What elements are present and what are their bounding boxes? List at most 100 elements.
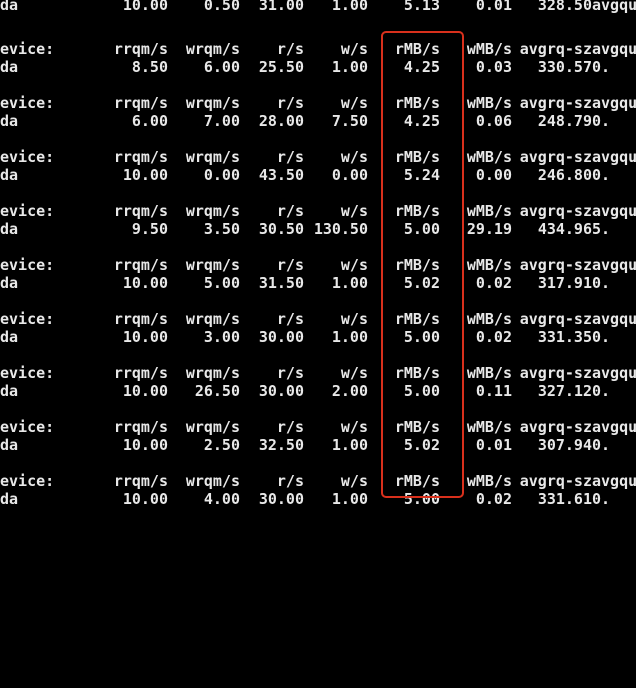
header-row: evice: rrqm/s wrqm/s r/s w/s rMB/s wMB/s… [0, 418, 636, 436]
write-mb-value: 0.03 [440, 58, 512, 76]
device-header: evice: [0, 418, 54, 436]
device-header: evice: [0, 364, 54, 382]
wrqm-header: wrqm/s [168, 148, 240, 166]
rrqm-header: rrqm/s [100, 256, 168, 274]
writes-per-sec-value: 7.50 [304, 112, 368, 130]
writes-per-sec-header: w/s [304, 472, 368, 490]
write-mb-header: wMB/s [440, 148, 512, 166]
reads-per-sec-value: 32.50 [240, 436, 304, 454]
read-mb-value: 5.24 [368, 166, 440, 184]
wrqm-value: 3.50 [168, 220, 240, 238]
write-mb-header: wMB/s [440, 40, 512, 58]
device-header: evice: [0, 256, 54, 274]
header-row: evice: rrqm/s wrqm/s r/s w/s rMB/s wMB/s… [0, 148, 636, 166]
write-mb-value: 0.02 [440, 328, 512, 346]
rrqm-header: rrqm/s [100, 202, 168, 220]
reads-per-sec-value: 28.00 [240, 112, 304, 130]
writes-per-sec-value: 1.00 [304, 436, 368, 454]
write-mb-header: wMB/s [440, 418, 512, 436]
reads-per-sec-header: r/s [240, 472, 304, 490]
avgqu-sz-value: 0. [592, 382, 610, 400]
avgrq-sz-header: avgrq-sz [512, 202, 592, 220]
read-mb-header: rMB/s [368, 40, 440, 58]
rrqm-value: 10.00 [100, 0, 168, 14]
rrqm-value: 10.00 [100, 490, 168, 508]
device-name: da [0, 58, 18, 76]
avgqu-sz-value: 0. [592, 490, 610, 508]
device-name: da [0, 220, 18, 238]
avgrq-sz-value: 307.94 [512, 436, 592, 454]
writes-per-sec-value: 0.00 [304, 166, 368, 184]
header-row: evice: rrqm/s wrqm/s r/s w/s rMB/s wMB/s… [0, 40, 636, 58]
write-mb-header: wMB/s [440, 94, 512, 112]
header-row: evice: rrqm/s wrqm/s r/s w/s rMB/s wMB/s… [0, 202, 636, 220]
write-mb-value: 29.19 [440, 220, 512, 238]
device-header: evice: [0, 40, 54, 58]
avgqu-sz-header: avgqu- [592, 364, 636, 382]
rrqm-header: rrqm/s [100, 418, 168, 436]
read-mb-value: 4.25 [368, 58, 440, 76]
read-mb-value: 5.00 [368, 328, 440, 346]
reads-per-sec-value: 30.50 [240, 220, 304, 238]
read-mb-header: rMB/s [368, 94, 440, 112]
terminal-output: da 10.00 0.50 31.00 1.00 5.13 0.01 328.5… [0, 0, 636, 507]
reads-per-sec-header: r/s [240, 202, 304, 220]
stats-row: da 9.50 3.50 30.50 130.50 5.00 29.19 434… [0, 220, 636, 238]
device-name: da [0, 490, 18, 508]
write-mb-header: wMB/s [440, 202, 512, 220]
avgqu-sz-value: 0. [592, 436, 610, 454]
writes-per-sec-value: 1.00 [304, 0, 368, 14]
writes-per-sec-header: w/s [304, 310, 368, 328]
avgrq-sz-value: 327.12 [512, 382, 592, 400]
reads-per-sec-header: r/s [240, 94, 304, 112]
writes-per-sec-value: 1.00 [304, 274, 368, 292]
writes-per-sec-header: w/s [304, 148, 368, 166]
write-mb-value: 0.01 [440, 436, 512, 454]
read-mb-value: 5.00 [368, 382, 440, 400]
read-mb-header: rMB/s [368, 148, 440, 166]
wrqm-header: wrqm/s [168, 364, 240, 382]
avgqu-sz-header: avgqu- [592, 418, 636, 436]
avgrq-sz-value: 331.61 [512, 490, 592, 508]
wrqm-value: 2.50 [168, 436, 240, 454]
avgqu-sz-header: avgqu- [592, 310, 636, 328]
wrqm-header: wrqm/s [168, 202, 240, 220]
wrqm-header: wrqm/s [168, 472, 240, 490]
wrqm-value: 3.00 [168, 328, 240, 346]
rrqm-header: rrqm/s [100, 472, 168, 490]
read-mb-header: rMB/s [368, 472, 440, 490]
rrqm-value: 10.00 [100, 166, 168, 184]
avgqu-sz-header: avgqu- [592, 472, 636, 490]
device-header: evice: [0, 472, 54, 490]
avgrq-sz-header: avgrq-sz [512, 40, 592, 58]
read-mb-value: 4.25 [368, 112, 440, 130]
wrqm-value: 0.50 [168, 0, 240, 14]
wrqm-header: wrqm/s [168, 418, 240, 436]
device-header: evice: [0, 310, 54, 328]
writes-per-sec-header: w/s [304, 40, 368, 58]
write-mb-value: 0.11 [440, 382, 512, 400]
reads-per-sec-header: r/s [240, 256, 304, 274]
reads-per-sec-value: 30.00 [240, 328, 304, 346]
avgqu-sz-value: 0. [592, 112, 610, 130]
avgrq-sz-value: 434.96 [512, 220, 592, 238]
writes-per-sec-header: w/s [304, 256, 368, 274]
avgqu-sz-value: 0. [592, 58, 610, 76]
reads-per-sec-value: 30.00 [240, 382, 304, 400]
avgqu-sz-header: avgqu- [592, 40, 636, 58]
avgqu-sz-value: 0. [592, 166, 610, 184]
writes-per-sec-header: w/s [304, 418, 368, 436]
stats-row: da 8.50 6.00 25.50 1.00 4.25 0.03 330.57… [0, 58, 636, 76]
avgqu-sz-value: 0. [592, 274, 610, 292]
write-mb-value: 0.01 [440, 0, 512, 14]
avgrq-sz-header: avgrq-sz [512, 472, 592, 490]
wrqm-value: 7.00 [168, 112, 240, 130]
header-row: evice: rrqm/s wrqm/s r/s w/s rMB/s wMB/s… [0, 310, 636, 328]
write-mb-value: 0.02 [440, 274, 512, 292]
writes-per-sec-header: w/s [304, 364, 368, 382]
avgqu-sz-header: avgqu- [592, 94, 636, 112]
avgqu-sz-value: avgqu [592, 0, 636, 14]
reads-per-sec-header: r/s [240, 418, 304, 436]
stats-row: da 10.00 26.50 30.00 2.00 5.00 0.11 327.… [0, 382, 636, 400]
rrqm-header: rrqm/s [100, 40, 168, 58]
